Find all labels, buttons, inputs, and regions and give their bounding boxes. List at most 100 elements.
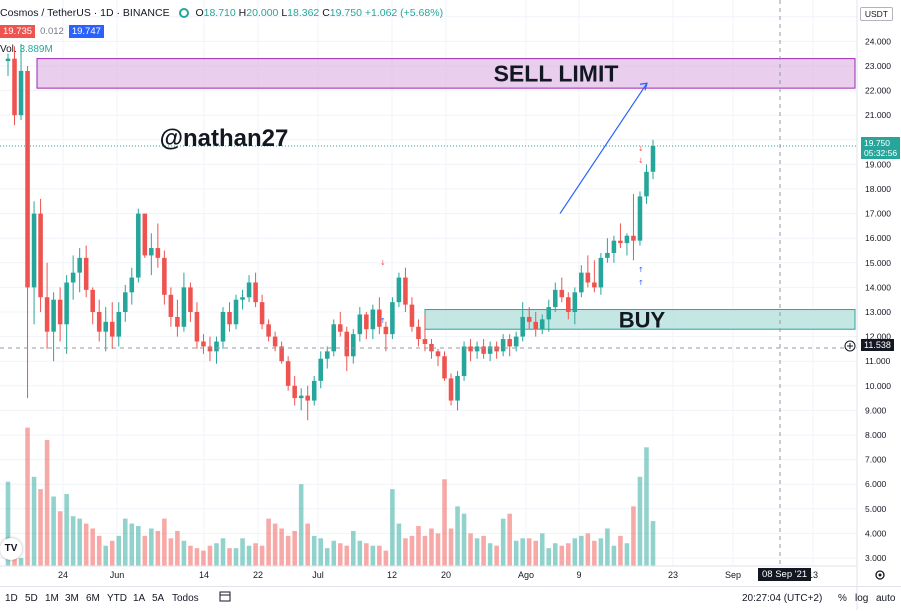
crosshair-icon[interactable] <box>844 340 856 352</box>
currency-selector[interactable]: USDT <box>859 7 893 21</box>
volume-bar <box>51 496 56 566</box>
candle-body <box>44 297 50 332</box>
spread-value: 0.012 <box>40 26 64 37</box>
volume-bar <box>598 538 604 566</box>
volume-bar <box>637 476 643 566</box>
time-tick-label: 12 <box>387 570 397 580</box>
volume-bar <box>311 535 317 566</box>
candle-body <box>285 361 291 386</box>
bid-button[interactable]: 19.735 <box>0 25 36 38</box>
percent-toggle[interactable]: % <box>838 593 847 604</box>
low-key: L <box>281 7 288 19</box>
candle-body <box>526 316 532 322</box>
price-tick-label: 8.000 <box>865 430 887 440</box>
volume-bar <box>507 513 512 566</box>
sell-limit-zone[interactable] <box>36 58 856 89</box>
range-5d-button[interactable]: 5D <box>25 593 38 604</box>
bottom-toolbar: 1D 5D 1M 3M 6M YTD 1A 5A Todos 20:27:04 … <box>0 586 901 611</box>
volume-bar <box>422 535 428 566</box>
volume-bar <box>624 543 630 566</box>
ohlc-values: O18.710 H20.000 L18.362 C19.750 +1.062 (… <box>195 7 443 19</box>
candle-body <box>298 395 304 399</box>
candle-body <box>539 319 545 330</box>
symbol-title[interactable]: Cosmos / TetherUS · 1D · BINANCE <box>0 7 170 19</box>
volume-bar <box>77 518 82 566</box>
range-6m-button[interactable]: 6M <box>86 593 100 604</box>
volume-bar <box>539 533 545 566</box>
auto-toggle[interactable]: auto <box>876 593 896 604</box>
candle-body <box>292 385 297 399</box>
log-toggle[interactable]: log <box>855 593 869 604</box>
crosshair-price-label: 11.538 <box>861 339 894 351</box>
volume-bar <box>592 540 597 566</box>
price-tick-label: 4.000 <box>865 528 887 538</box>
ask-button[interactable]: 19.747 <box>68 25 104 38</box>
candle-body <box>461 346 467 376</box>
candle-body <box>12 58 17 116</box>
candle-body <box>109 321 115 337</box>
volume-bar <box>559 545 565 566</box>
candle-body <box>64 282 69 325</box>
volume-bar <box>605 528 610 566</box>
range-1a-button[interactable]: 1A <box>133 593 146 604</box>
range-1m-button[interactable]: 1M <box>45 593 59 604</box>
range-5a-button[interactable]: 5A <box>152 593 165 604</box>
time-tick-label: Sep <box>725 570 741 580</box>
low-value: 18.362 <box>287 7 320 19</box>
candle-body <box>324 351 330 359</box>
volume-bar <box>364 543 369 566</box>
price-tick-label: 19.000 <box>865 159 891 169</box>
candle-body <box>181 287 187 327</box>
volume-bar <box>513 540 519 566</box>
candle-body <box>207 346 213 352</box>
price-tick-label: 7.000 <box>865 455 887 465</box>
candle-body <box>77 257 82 273</box>
settings-gear-icon[interactable] <box>875 570 885 580</box>
candle-body <box>468 346 473 352</box>
time-axis[interactable]: 24 Jun 14 22 Jul 12 20 Ago 9 23 Sep 13 <box>58 570 818 580</box>
last-price-label: 19.750 05:32:56 <box>861 137 901 159</box>
volume-bar <box>461 513 467 566</box>
volume-bar <box>468 533 473 566</box>
candle-body <box>364 314 369 330</box>
volume-bar <box>122 518 128 566</box>
candle-body <box>253 282 258 303</box>
volume-bar <box>168 538 174 566</box>
trend-arrow[interactable] <box>559 82 648 214</box>
price-tick-label: 21.000 <box>865 110 891 120</box>
price-tick-label: 9.000 <box>865 405 887 415</box>
candle-body <box>318 358 324 381</box>
zones <box>36 58 856 330</box>
buy-arrow-icon: ↑ <box>638 279 644 287</box>
clock-display[interactable]: 20:27:04 (UTC+2) <box>742 593 823 604</box>
volume-bar <box>214 543 219 566</box>
price-tick-label: 17.000 <box>865 209 891 219</box>
volume-bar <box>566 543 571 566</box>
candle-body <box>442 356 447 379</box>
volume-bar <box>351 530 356 566</box>
volume-bar <box>324 548 330 566</box>
calendar-icon[interactable] <box>219 591 231 602</box>
range-all-button[interactable]: Todos <box>172 593 199 604</box>
sell-arrow-icon: ↓ <box>380 259 386 267</box>
range-1d-button[interactable]: 1D <box>5 593 18 604</box>
volume-bar <box>370 545 376 566</box>
price-tick-label: 3.000 <box>865 553 887 563</box>
candle-body <box>370 309 376 330</box>
candle-body <box>409 304 415 327</box>
candle-body <box>136 213 141 278</box>
range-ytd-button[interactable]: YTD <box>107 593 127 604</box>
candle-body <box>227 312 232 325</box>
price-tick-label: 6.000 <box>865 479 887 489</box>
range-3m-button[interactable]: 3M <box>65 593 79 604</box>
author-watermark: @nathan27 <box>160 125 289 152</box>
candle-body <box>168 294 174 317</box>
candle-body <box>611 240 617 253</box>
price-tick-label: 5.000 <box>865 504 887 514</box>
tradingview-logo[interactable]: TV <box>0 538 22 560</box>
volume-bar <box>83 523 89 566</box>
candle-body <box>240 297 245 300</box>
candle-body <box>474 346 480 352</box>
volume-bar <box>344 545 350 566</box>
